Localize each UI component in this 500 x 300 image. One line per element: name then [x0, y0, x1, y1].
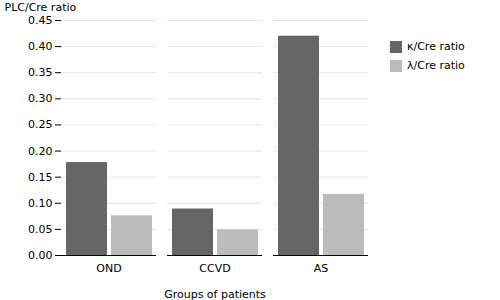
svg-text:CCVD: CCVD [199, 262, 230, 275]
html-text:κ/Cre ratio: κ/Cre ratio [407, 40, 465, 53]
svg-text:0.35: 0.35 [28, 66, 53, 79]
svg-text:0.10: 0.10 [28, 197, 53, 210]
svg-text:0.45: 0.45 [28, 14, 53, 27]
svg-text:PLC/Cre ratio: PLC/Cre ratio [5, 1, 77, 14]
svg-text:0.20: 0.20 [28, 145, 53, 158]
svg-text:Groups of patients: Groups of patients [164, 288, 266, 300]
svg-text:0.25: 0.25 [28, 118, 53, 131]
svg-text:0.30: 0.30 [28, 92, 53, 105]
svg-text:0.40: 0.40 [28, 40, 53, 53]
html-text:λ/Cre ratio: λ/Cre ratio [407, 59, 465, 72]
svg-text:0.05: 0.05 [28, 223, 53, 236]
svg-text:0.00: 0.00 [28, 249, 53, 262]
svg-text:OND: OND [96, 262, 121, 275]
svg-text:AS: AS [314, 262, 329, 275]
svg-text:0.15: 0.15 [28, 171, 53, 184]
